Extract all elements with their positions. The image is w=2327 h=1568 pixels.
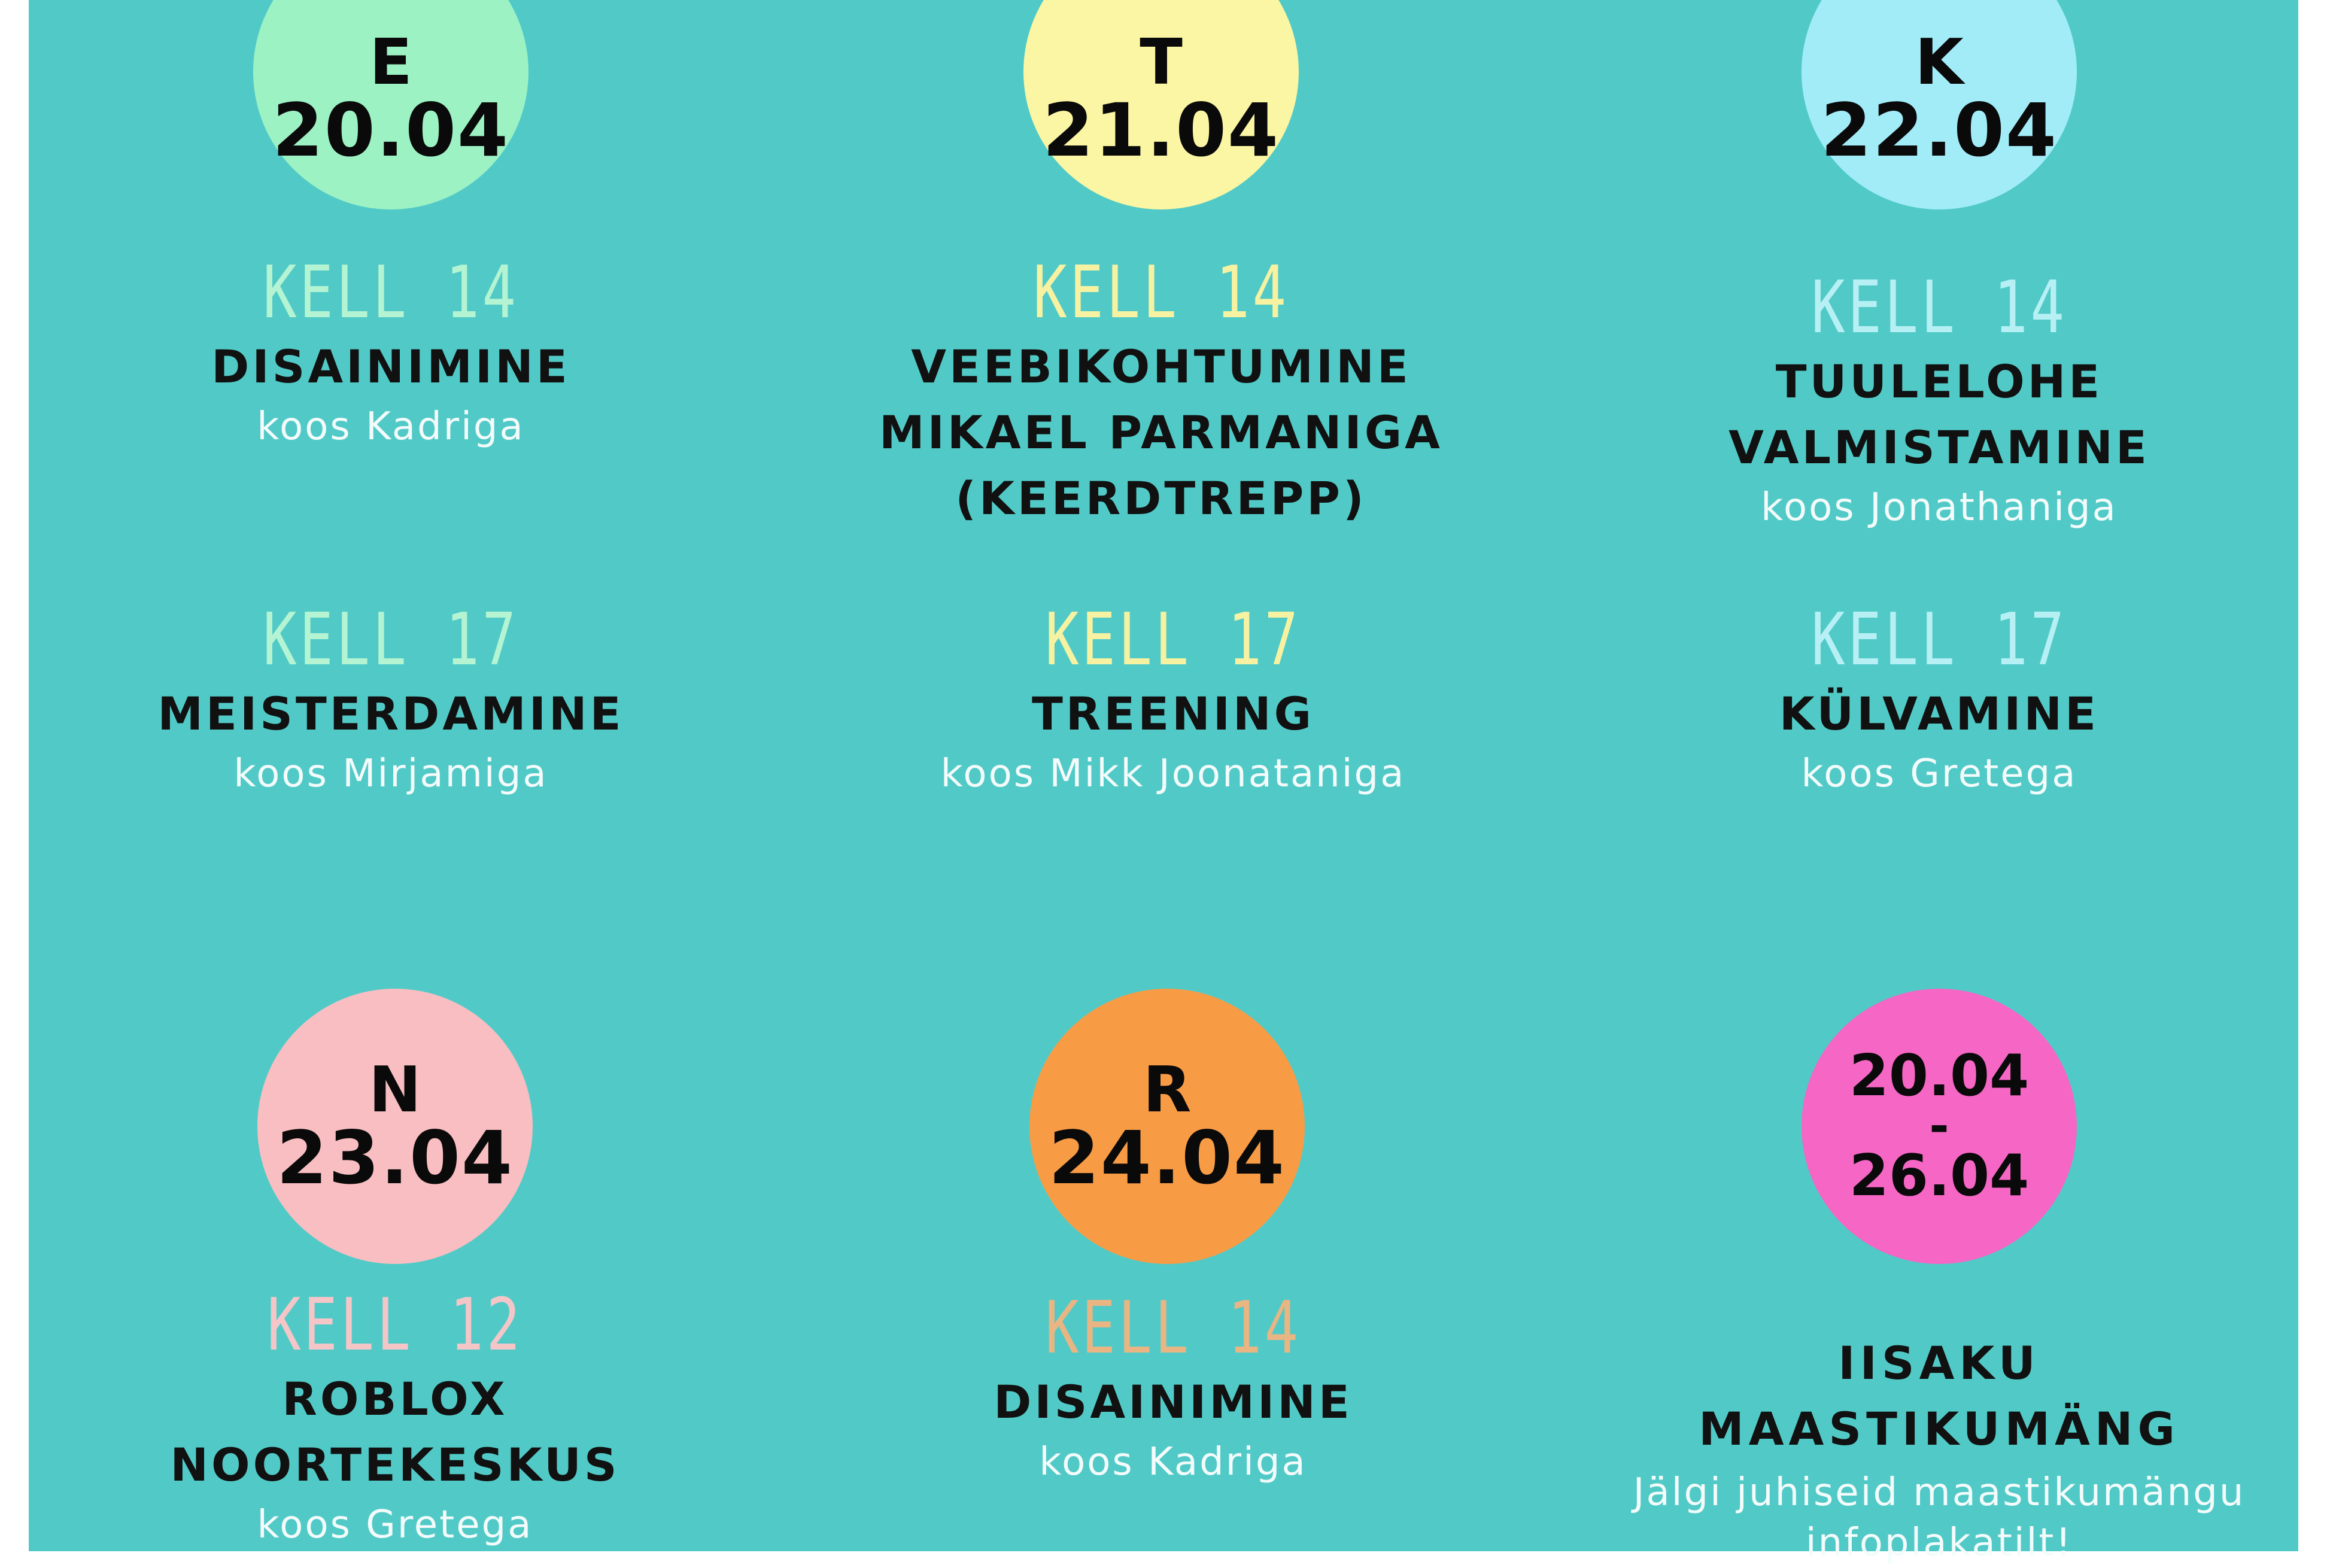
activity-label: DISAINIMINE xyxy=(211,340,570,393)
slot-r-1: KELL 14 DISAINIMINE koos Kadriga xyxy=(844,1293,1502,1487)
range-circle: 20.04 - 26.04 xyxy=(1802,989,2077,1264)
host-label: koos Mirjamiga xyxy=(233,752,548,797)
weekday-label: E xyxy=(369,25,412,99)
time-label: KELL 14 xyxy=(263,251,519,335)
date-label: 24.04 xyxy=(1049,1115,1286,1201)
host-label: koos Mikk Joonataniga xyxy=(940,752,1406,797)
day-circle-n: N 23.04 xyxy=(257,989,533,1264)
time-label: KELL 14 xyxy=(1045,1287,1301,1370)
range-event-info: IISAKU MAASTIKUMÄNG Jälgi juhiseid maast… xyxy=(1610,1326,2268,1568)
slot-t-1: KELL 14 VEEBIKOHTUMINE MIKAEL PARMANIGA … xyxy=(832,257,1490,532)
day-circle-t: T 21.04 xyxy=(1023,0,1299,209)
range-event-note: Jälgi juhiseid maastikumängu infoplakati… xyxy=(1633,1470,2246,1565)
slot-k-2: KELL 17 KÜLVAMINE koos Gretega xyxy=(1610,604,2268,799)
date-label: 21.04 xyxy=(1043,87,1280,173)
range-end-label: 26.04 xyxy=(1849,1143,2030,1209)
activity-label: TREENING xyxy=(1031,687,1315,740)
weekday-label: T xyxy=(1140,25,1183,99)
host-label: koos Kadriga xyxy=(1039,1440,1307,1485)
activity-label: VEEBIKOHTUMINE MIKAEL PARMANIGA (KEERDTR… xyxy=(879,340,1443,525)
host-label: koos Gretega xyxy=(257,1503,533,1548)
slot-e-1: KELL 14 DISAINIMINE koos Kadriga xyxy=(62,257,720,452)
slot-n-1: KELL 12 ROBLOX NOORTEKESKUS koos Gretega xyxy=(66,1290,724,1551)
range-event-title: IISAKU MAASTIKUMÄNG xyxy=(1699,1336,2180,1456)
slot-k-1: KELL 14 TUULELOHE VALMISTAMINE koos Jona… xyxy=(1610,272,2268,533)
weekday-label: K xyxy=(1915,25,1964,99)
activity-label: KÜLVAMINE xyxy=(1779,687,2100,740)
activity-label: TUULELOHE VALMISTAMINE xyxy=(1728,355,2150,475)
day-circle-e: E 20.04 xyxy=(253,0,528,209)
time-label: KELL 17 xyxy=(263,598,519,682)
activity-label: DISAINIMINE xyxy=(994,1375,1353,1429)
date-label: 23.04 xyxy=(277,1115,514,1201)
weekday-label: R xyxy=(1143,1053,1192,1126)
time-label: KELL 14 xyxy=(1033,251,1289,335)
host-label: koos Jonathaniga xyxy=(1761,485,2118,530)
host-label: koos Gretega xyxy=(1801,752,2077,797)
host-label: koos Kadriga xyxy=(257,405,525,449)
slot-t-2: KELL 17 TREENING koos Mikk Joonataniga xyxy=(844,604,1502,799)
time-label: KELL 14 xyxy=(1811,266,2067,350)
schedule-poster: E 20.04 KELL 14 DISAINIMINE koos Kadriga… xyxy=(29,0,2298,1565)
day-circle-r: R 24.04 xyxy=(1029,989,1305,1264)
day-circle-k: K 22.04 xyxy=(1802,0,2077,209)
time-label: KELL 17 xyxy=(1811,598,2067,682)
date-label: 22.04 xyxy=(1821,87,2058,173)
date-label: 20.04 xyxy=(272,87,509,173)
range-start-label: 20.04 xyxy=(1849,1043,2030,1109)
range-dash: - xyxy=(1929,1098,1949,1154)
activity-label: MEISTERDAMINE xyxy=(157,687,624,740)
weekday-label: N xyxy=(369,1053,421,1126)
time-label: KELL 17 xyxy=(1045,598,1301,682)
time-label: KELL 12 xyxy=(267,1284,523,1367)
slot-e-2: KELL 17 MEISTERDAMINE koos Mirjamiga xyxy=(62,604,720,799)
activity-label: ROBLOX NOORTEKESKUS xyxy=(170,1372,620,1492)
